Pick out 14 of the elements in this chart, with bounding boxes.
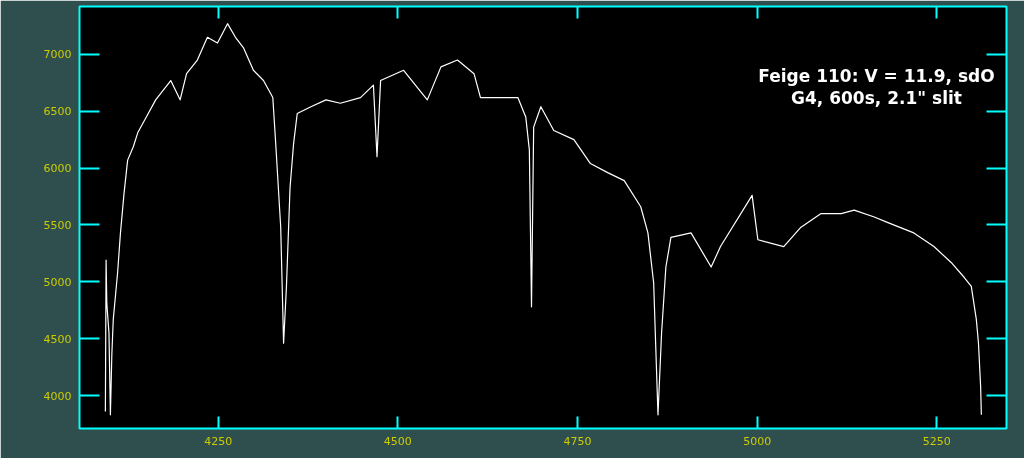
y-tick-label: 5000 [43,275,72,289]
x-tick-label: 4750 [563,434,592,448]
x-tick-label: 5250 [922,434,951,448]
x-tick-label: 5000 [743,434,772,448]
y-tick-label: 4500 [43,332,72,346]
y-tick-label: 5500 [43,218,72,232]
x-tick-label: 4500 [383,434,412,448]
annotation: G4, 600s, 2.1" slit [791,87,962,108]
x-tick-label: 4250 [204,434,233,448]
annotation: Feige 110: V = 11.9, sdO [758,65,995,86]
y-tick-label: 7000 [43,48,72,62]
y-tick-label: 6500 [43,105,72,119]
y-tick-label: 4000 [43,389,72,403]
y-tick-label: 6000 [43,162,72,176]
